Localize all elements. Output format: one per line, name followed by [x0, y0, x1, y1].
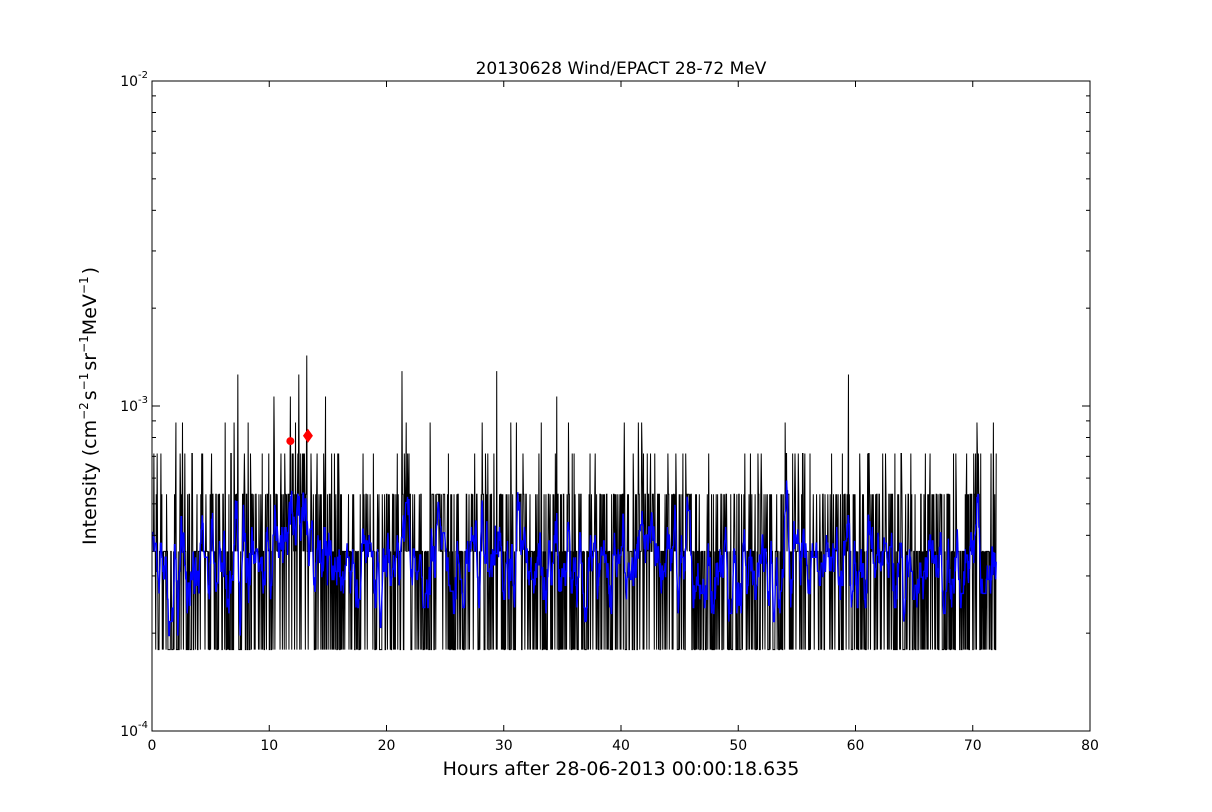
- x-tick-label: 50: [729, 738, 747, 754]
- x-tick-label: 40: [612, 738, 630, 754]
- x-axis-label: Hours after 28-06-2013 00:00:18.635: [443, 758, 800, 780]
- onset-marker-diamond: [302, 428, 313, 443]
- event-markers: [286, 428, 313, 446]
- x-axis: 0 10 20 30 40 50 60 70 80: [148, 81, 1099, 754]
- y-axis-label: Intensity (cm−2s−1sr−1MeV−1): [77, 267, 101, 545]
- onset-marker-circle: [286, 437, 295, 446]
- x-tick-label: 80: [1081, 738, 1099, 754]
- raw-intensity-line: [152, 355, 997, 651]
- plot-data: [152, 355, 997, 651]
- chart-title: 20130628 Wind/EPACT 28-72 MeV: [476, 59, 767, 79]
- x-tick-label: 30: [495, 738, 513, 754]
- x-tick-label: 70: [964, 738, 982, 754]
- x-tick-label: 60: [847, 738, 865, 754]
- x-tick-label: 20: [378, 738, 396, 754]
- x-tick-label: 0: [148, 738, 157, 754]
- smoothed-intensity-line: [152, 480, 997, 637]
- y-tick-label: 10-3: [120, 395, 148, 415]
- x-tick-label: 10: [260, 738, 278, 754]
- y-axis: 10-4 10-3 10-2: [120, 70, 1090, 740]
- y-tick-label: 10-2: [120, 70, 148, 90]
- y-tick-label: 10-4: [120, 720, 148, 740]
